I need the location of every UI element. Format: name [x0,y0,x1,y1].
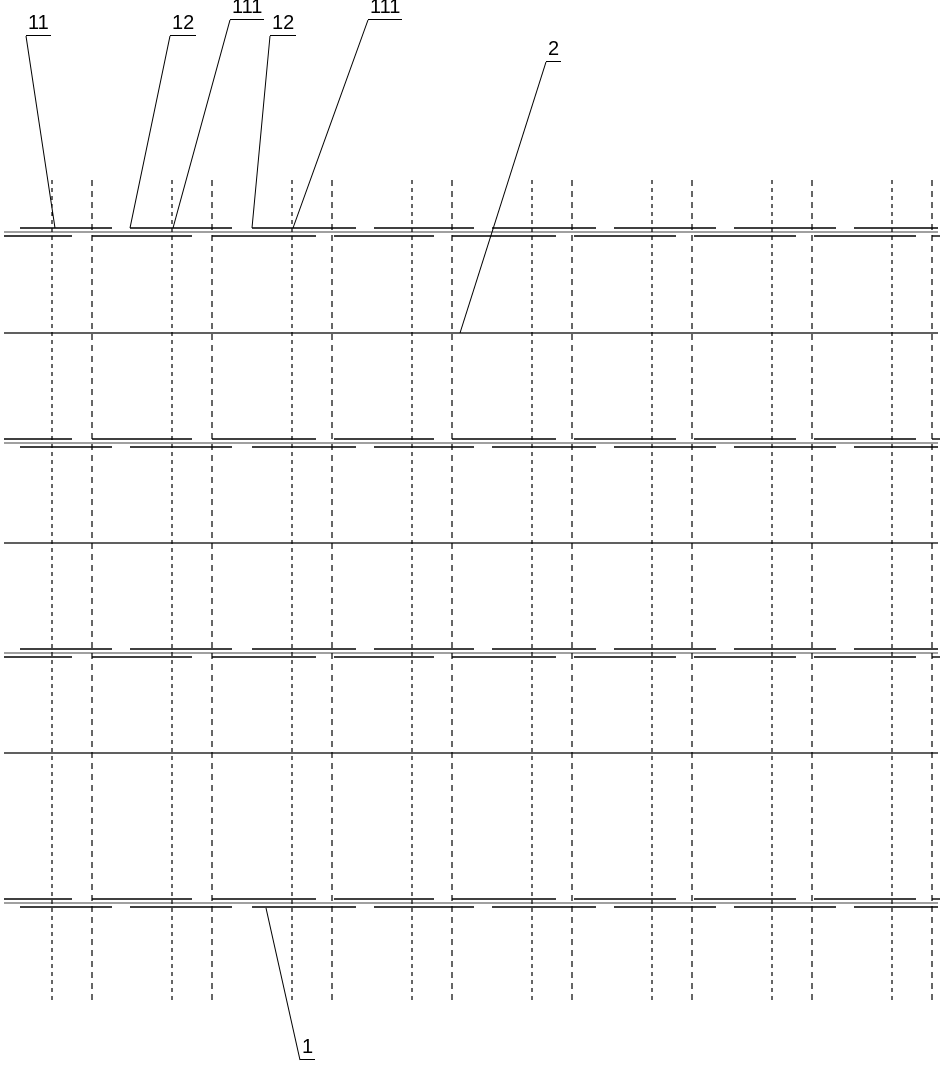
label-111-b: 111 [368,0,402,20]
technical-diagram: 11 12 111 12 111 2 1 [0,0,943,1082]
label-2: 2 [546,38,561,62]
label-11: 11 [26,12,51,36]
diagram-svg [0,0,943,1082]
label-1: 1 [300,1036,315,1060]
label-12: 12 [170,12,196,36]
label-111: 111 [230,0,264,20]
label-12-b: 12 [270,12,296,36]
